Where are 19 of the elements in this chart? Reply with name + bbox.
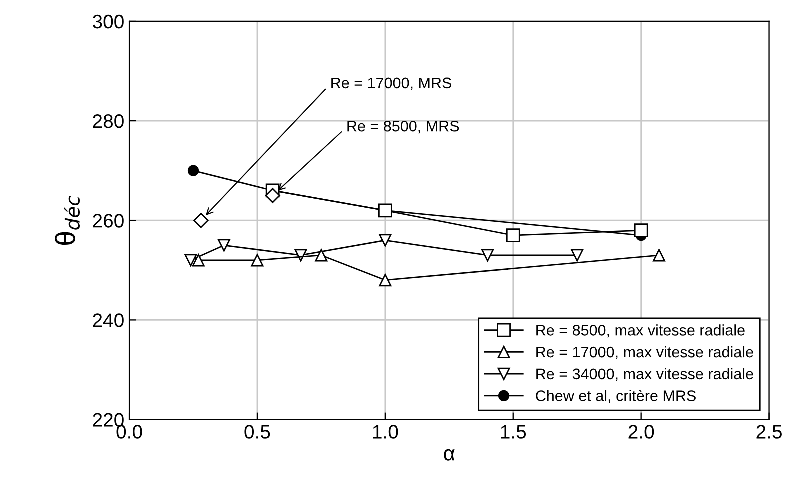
y-tick-label: 300: [92, 14, 124, 29]
x-tick-label: 2.0: [628, 425, 654, 439]
annotation: Re = 17000, MRS: [332, 78, 452, 90]
legend-label: Re = 34000, max vitesse radiale: [536, 368, 754, 382]
x-axis-title: α: [444, 449, 455, 461]
annotation: Re = 8500, MRS: [348, 120, 460, 134]
x-tick-label: 0.5: [244, 425, 270, 439]
x-tick-label: 1.0: [373, 425, 398, 439]
y-tick-label: 240: [93, 314, 124, 328]
y-tick-label: 260: [93, 214, 124, 228]
x-tick-label: 2.5: [756, 425, 782, 439]
legend-label: Re = 8500, max vitesse radiale: [536, 324, 745, 338]
x-tick-label: 0.0: [116, 425, 142, 439]
y-tick-label: 220: [93, 413, 124, 427]
legend-label: Chew et al, critère MRS: [536, 390, 696, 404]
legend-label: Re = 17000, max vitesse radiale: [536, 346, 754, 360]
x-tick-label: 1.5: [501, 425, 526, 439]
y-axis-title: θ$_{déc}$: [55, 196, 80, 246]
y-tick-label: 280: [93, 114, 124, 128]
